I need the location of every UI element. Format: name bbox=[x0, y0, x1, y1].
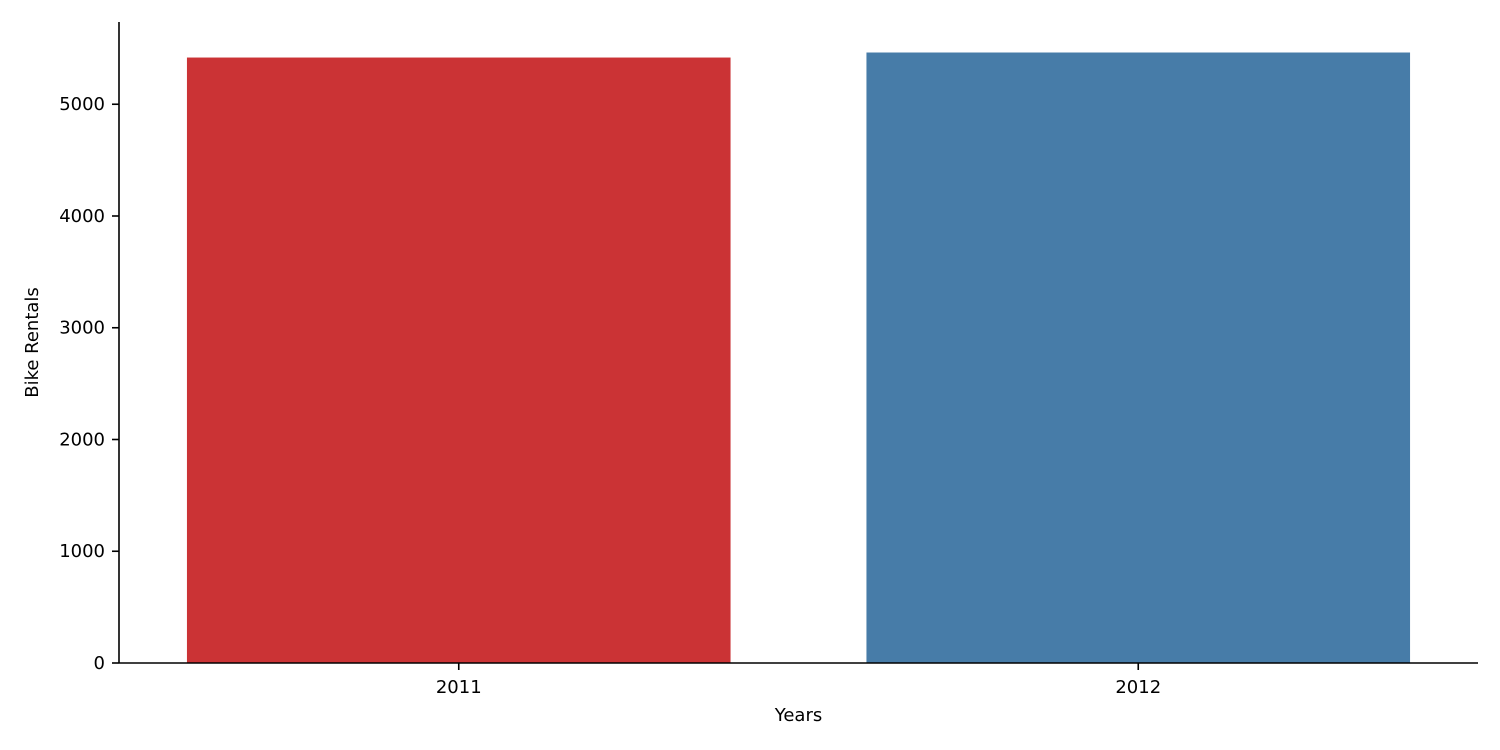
x-tick-label: 2011 bbox=[436, 677, 482, 698]
x-axis-label: Years bbox=[774, 705, 823, 726]
x-tick-label: 2012 bbox=[1115, 677, 1161, 698]
y-tick-label: 1000 bbox=[59, 541, 105, 562]
y-tick-label: 2000 bbox=[59, 429, 105, 450]
bar-2011 bbox=[186, 57, 731, 663]
y-tick-label: 3000 bbox=[59, 318, 105, 339]
bar-2012 bbox=[866, 52, 1411, 663]
y-tick-label: 5000 bbox=[59, 94, 105, 115]
y-axis-label: Bike Rentals bbox=[22, 287, 43, 398]
x-axis-ticks: 2011 2012 bbox=[436, 663, 1161, 698]
y-axis-ticks: 0 1000 2000 3000 4000 5000 bbox=[59, 94, 119, 674]
y-tick-label: 4000 bbox=[59, 206, 105, 227]
y-tick-label: 0 bbox=[94, 653, 105, 674]
bars-group bbox=[186, 52, 1411, 663]
